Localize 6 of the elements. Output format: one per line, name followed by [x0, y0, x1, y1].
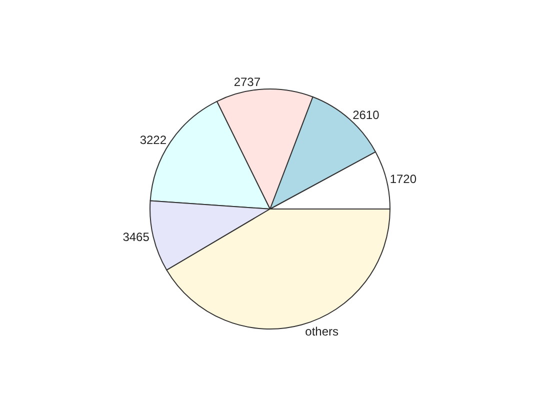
slice-label: 3222 [140, 133, 167, 148]
slice-label: 1720 [390, 172, 417, 186]
slice-label: 2610 [352, 108, 380, 122]
slice-label: others [305, 324, 339, 338]
slice-label: 2737 [234, 75, 261, 90]
slice-label: 3465 [122, 230, 150, 244]
